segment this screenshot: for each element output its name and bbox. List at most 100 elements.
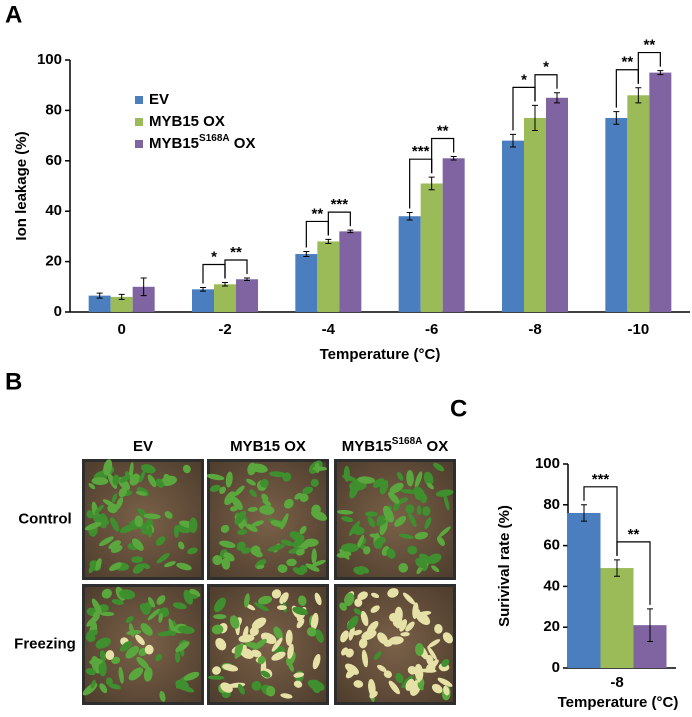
photo-leaf [85,633,96,642]
y-axis-label: Ion leakage (%) [13,131,30,240]
photo-leaf [119,523,137,534]
y-tick-label: 100 [37,51,62,68]
photo-leaf [357,591,368,601]
legend-swatch [135,140,143,148]
photo-leaf [116,497,124,510]
bar [88,295,111,312]
photo-leaf [109,562,122,572]
photo-leaf [399,619,408,632]
photo-leaf [340,647,349,656]
bar [339,231,362,312]
y-tick-label: 80 [45,101,62,118]
y-tick-label: 20 [45,253,62,270]
photo-leaf [144,644,154,655]
photo-leaf [441,658,450,667]
photo-leaf [213,597,226,613]
photo-leaf [221,557,231,570]
photo-leaf [414,663,424,682]
photo-leaf [269,471,286,478]
x-axis-label: Temperature (°C) [558,694,679,711]
photo-leaf [361,629,377,641]
photo-leaf [417,610,432,617]
photo-leaf [288,661,294,672]
photo-leaf [383,670,392,679]
photo-leaf [229,615,240,629]
photo-leaf [299,564,308,574]
y-tick-label: 60 [543,537,560,554]
bar [600,568,634,668]
photo-leaf [215,638,227,651]
bar [605,117,628,313]
column-label: MYB15S168A OX [342,436,448,455]
photo-leaf [179,685,195,693]
error-bar [614,559,620,577]
significance-label: ** [437,122,449,139]
photo-leaf [175,641,190,653]
photo-leaf [237,529,248,535]
photo-leaf [311,548,317,565]
error-bar [510,133,516,148]
photo-leaf [377,632,388,645]
photo-leaf [158,612,163,623]
significance-bracket [224,259,248,279]
significance-label: *** [592,471,610,488]
photo-leaf [95,558,102,571]
photo-leaf [245,523,258,532]
photo-leaf [222,664,239,672]
photo-leaf [417,682,424,691]
photo-leaf [125,645,140,659]
photo-leaf [398,562,409,573]
error-bar [581,504,587,522]
photo-leaf [367,516,376,528]
photo-leaf [237,683,245,695]
photo-leaf [271,589,282,599]
x-tick-label: -4 [322,321,336,338]
legend-swatch [135,96,143,104]
photo-leaf [118,589,136,600]
photo-leaf [155,536,166,546]
significance-label: *** [331,196,349,213]
photo-leaf [234,510,247,525]
bar [236,279,258,312]
legend-swatch [135,118,143,126]
y-tick-label: 0 [54,303,62,320]
photo-leaf [354,598,363,607]
photo-leaf [276,605,287,611]
photo-leaf [361,649,369,668]
row-label: Control [18,510,71,527]
error-bar [325,238,332,244]
photo-leaf [254,602,269,612]
photo-leaf [143,513,161,520]
photo-leaf [132,538,144,551]
panel-label: A [5,1,22,28]
photo-leaf [312,466,328,471]
error-bar [200,287,206,292]
significance-label: *** [412,143,430,160]
photo-leaf [136,656,149,670]
photo-leaf [415,642,424,656]
photo-leaf [271,651,286,661]
photo-leaf [236,541,246,551]
bar [214,284,236,312]
error-bar [347,229,354,234]
photo-leaf [135,634,145,646]
photo-leaf [159,690,166,702]
photo-leaf [407,545,418,555]
x-axis-label: Temperature (°C) [320,346,441,363]
error-bar [222,282,228,287]
photo-leaf [405,504,415,514]
photo-leaf [383,505,394,523]
photo-leaf [92,514,107,529]
photo-leaf [372,478,385,488]
photo-leaf [256,564,265,570]
row-label: Freezing [14,635,76,652]
photo-leaf [407,666,417,675]
photo-leaf [132,563,145,574]
x-tick-label: -8 [610,674,623,691]
photo-leaf [99,683,108,694]
photo-leaf [183,671,200,681]
photo-leaf [85,668,96,676]
photo-leaf [143,667,153,682]
photo-leaf [118,487,127,498]
photo-leaf [177,625,195,634]
